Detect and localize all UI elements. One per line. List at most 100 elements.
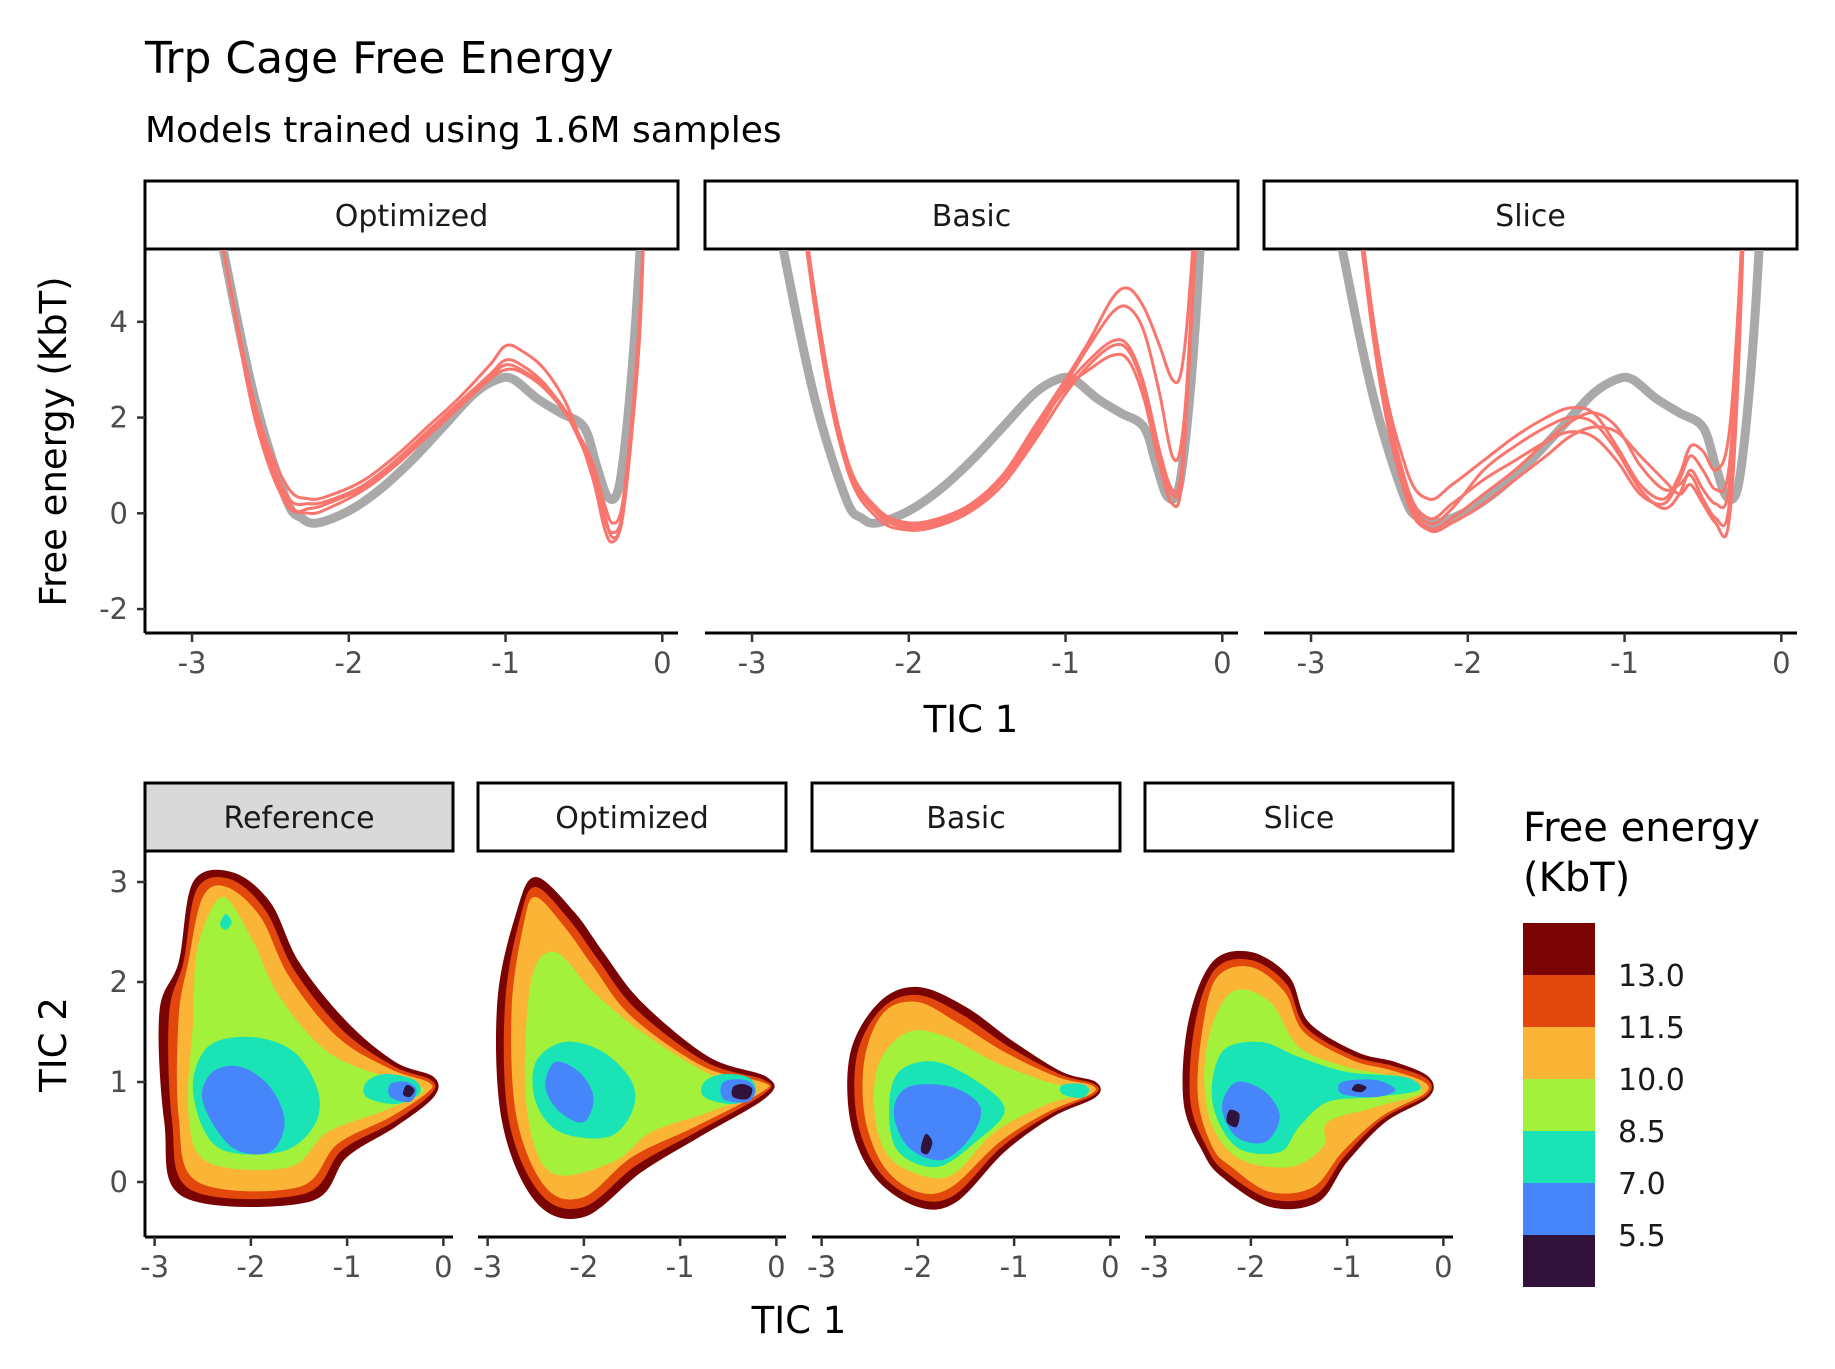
model-profile-line xyxy=(1360,250,1745,539)
x-tick-label: -1 xyxy=(333,1250,362,1284)
legend-color-key xyxy=(1523,1079,1595,1131)
facet-strip xyxy=(810,781,1122,853)
x-tick-label: -1 xyxy=(666,1250,695,1284)
y-tick-label: 3 xyxy=(110,865,128,899)
x-tick-label: 0 xyxy=(1434,1250,1452,1284)
free-energy-surface-panels: 0 1 2 3 TIC 2 TIC 1 Reference -3 -2 -1 0 Optimized -… xyxy=(32,781,1455,1342)
y-tick-label: 4 xyxy=(110,305,128,339)
x-axis-title: TIC 1 xyxy=(923,698,1019,741)
profile-panel-slice: Slice -3 -2 -1 0 xyxy=(1262,179,1799,680)
energy-contour-region xyxy=(1338,1079,1396,1098)
profile-panel-optimized: Optimized -3 -2 -1 0 xyxy=(137,179,680,680)
surface-panel-slice: Slice -3 -2 -1 0 xyxy=(1140,781,1455,1284)
energy-contour-region xyxy=(1059,1083,1090,1099)
legend-color-key xyxy=(1523,923,1595,975)
energy-contour-region xyxy=(545,1061,594,1123)
x-tick-label: -1 xyxy=(1333,1250,1362,1284)
energy-contour-region xyxy=(220,913,232,931)
x-tick-label: -3 xyxy=(738,646,767,680)
energy-contour-region xyxy=(920,1133,933,1155)
legend-label: 13.0 xyxy=(1618,959,1685,994)
x-tick-label: 0 xyxy=(1101,1250,1119,1284)
facet-strip-label: Basic xyxy=(932,199,1011,234)
legend-color-key xyxy=(1523,1183,1595,1235)
x-tick-label: -3 xyxy=(1297,646,1326,680)
x-tick-label: -1 xyxy=(1000,1250,1029,1284)
facet-strip-label: Slice xyxy=(1264,801,1335,836)
energy-contour-region xyxy=(1226,1109,1240,1128)
energy-contour-region xyxy=(731,1083,753,1100)
energy-contour-region xyxy=(402,1084,415,1098)
y-tick-label: 1 xyxy=(110,1065,128,1099)
x-tick-label: -2 xyxy=(1453,646,1482,680)
free-energy-profile-panels: -2 0 2 4 Free energy (KbT) TIC 1 Optimized -3 -2… xyxy=(32,179,1799,741)
x-tick-label: -1 xyxy=(1051,646,1080,680)
model-profile-line xyxy=(221,250,645,540)
model-profile-line xyxy=(806,250,1197,525)
facet-strip-label: Slice xyxy=(1495,199,1566,234)
facet-strip xyxy=(703,179,1240,251)
x-tick-label: 0 xyxy=(1213,646,1231,680)
x-tick-label: -3 xyxy=(178,646,207,680)
facet-strip xyxy=(1262,179,1799,251)
facet-strip-label: Reference xyxy=(223,801,374,836)
legend-title: Free energy xyxy=(1523,805,1760,851)
reference-profile-line xyxy=(778,250,1205,528)
x-tick-label: -3 xyxy=(473,1250,502,1284)
surface-panel-basic: Basic -3 -2 -1 0 xyxy=(807,781,1122,1284)
facet-strip-label: Optimized xyxy=(335,199,489,234)
x-tick-label: -2 xyxy=(1236,1250,1265,1284)
x-tick-label: -2 xyxy=(894,646,923,680)
chart-title: Trp Cage Free Energy xyxy=(144,33,614,84)
surface-panel-reference: Reference -3 -2 -1 0 xyxy=(137,781,455,1284)
x-tick-label: -2 xyxy=(903,1250,932,1284)
legend-label: 7.0 xyxy=(1618,1167,1666,1202)
y-axis-title: Free energy (KbT) xyxy=(32,276,75,606)
legend-color-key xyxy=(1523,1131,1595,1183)
y-tick-label: 2 xyxy=(110,965,128,999)
legend-title: (KbT) xyxy=(1523,855,1630,901)
facet-strip xyxy=(143,179,680,251)
energy-contour-region xyxy=(201,1065,285,1155)
reference-profile-line xyxy=(1337,250,1764,528)
x-tick-label: -2 xyxy=(569,1250,598,1284)
legend-color-key xyxy=(1523,1235,1595,1287)
legend-color-key xyxy=(1523,975,1595,1027)
facet-strip-label: Basic xyxy=(926,801,1005,836)
x-tick-label: -1 xyxy=(1610,646,1639,680)
legend-label: 11.5 xyxy=(1618,1011,1685,1046)
free-energy-legend: Free energy(KbT) 13.0 11.5 10.0 8.5 7.0 5.5 xyxy=(1523,805,1760,1287)
x-tick-label: -2 xyxy=(236,1250,265,1284)
energy-contour-region xyxy=(893,1084,982,1161)
facet-strip xyxy=(143,781,455,853)
x-tick-label: -1 xyxy=(491,646,520,680)
energy-contour-region xyxy=(1351,1083,1367,1093)
y-tick-label: -2 xyxy=(99,592,128,626)
x-tick-label: 0 xyxy=(767,1250,785,1284)
facet-strip-label: Optimized xyxy=(555,801,709,836)
x-tick-label: -3 xyxy=(807,1250,836,1284)
legend-label: 10.0 xyxy=(1618,1063,1685,1098)
legend-color-key xyxy=(1523,1027,1595,1079)
legend-label: 8.5 xyxy=(1618,1115,1666,1150)
y-tick-label: 0 xyxy=(110,1165,128,1199)
energy-contour-region xyxy=(1222,1081,1280,1144)
model-profile-line xyxy=(1362,250,1744,521)
y-tick-label: 0 xyxy=(110,496,128,530)
x-tick-label: -2 xyxy=(334,646,363,680)
x-tick-label: 0 xyxy=(1772,646,1790,680)
profile-panel-basic: Basic -3 -2 -1 0 xyxy=(703,179,1240,680)
y-axis-title: TIC 2 xyxy=(32,997,75,1093)
x-tick-label: -3 xyxy=(1140,1250,1169,1284)
x-tick-label: 0 xyxy=(434,1250,452,1284)
x-tick-label: -3 xyxy=(140,1250,169,1284)
y-tick-label: 2 xyxy=(110,401,128,435)
surface-panel-optimized: Optimized -3 -2 -1 0 xyxy=(473,781,788,1284)
facet-strip xyxy=(1143,781,1455,853)
facet-strip xyxy=(476,781,788,853)
x-axis-title: TIC 1 xyxy=(751,1299,847,1342)
legend-label: 5.5 xyxy=(1618,1219,1666,1254)
chart-subtitle: Models trained using 1.6M samples xyxy=(145,110,782,151)
x-tick-label: 0 xyxy=(653,646,671,680)
